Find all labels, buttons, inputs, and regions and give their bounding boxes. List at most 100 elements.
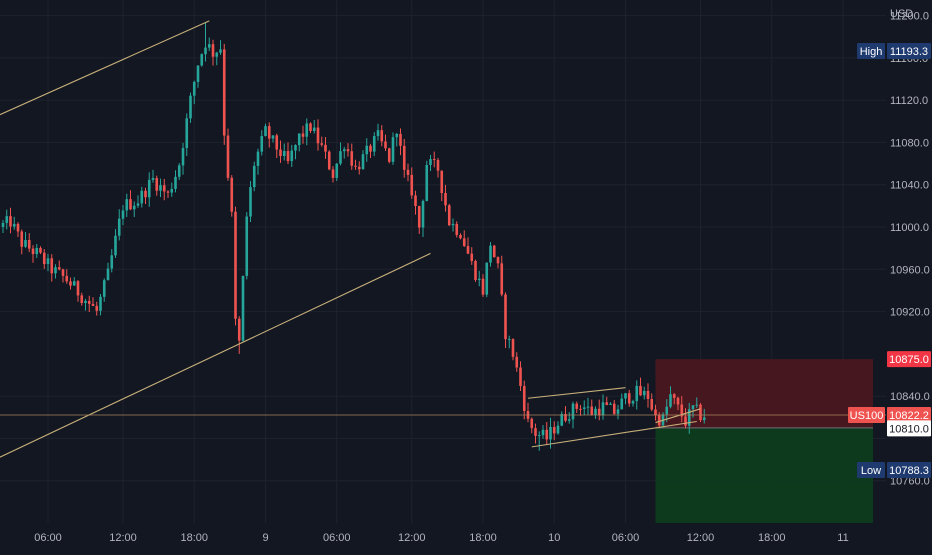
candle-down[interactable] <box>466 246 470 254</box>
candle-up[interactable] <box>114 235 117 256</box>
candle-down[interactable] <box>545 429 549 440</box>
stop-loss-zone[interactable] <box>655 359 874 428</box>
candle-down[interactable] <box>384 141 387 149</box>
candle-up[interactable] <box>342 149 346 152</box>
candle-down[interactable] <box>9 216 12 227</box>
candle-down[interactable] <box>20 231 24 247</box>
candle-up[interactable] <box>582 407 586 409</box>
candle-down[interactable] <box>27 240 31 249</box>
candle-down[interactable] <box>279 149 282 157</box>
candle-down[interactable] <box>316 127 320 144</box>
candle-up[interactable] <box>567 419 571 421</box>
candle-up[interactable] <box>140 190 144 204</box>
candle-up[interactable] <box>687 409 691 426</box>
candle-down[interactable] <box>552 426 556 434</box>
candle-up[interactable] <box>601 402 605 416</box>
candle-up[interactable] <box>376 130 380 137</box>
candle-down[interactable] <box>286 151 290 162</box>
candle-up[interactable] <box>170 188 174 193</box>
candle-down[interactable] <box>275 135 279 150</box>
candle-down[interactable] <box>414 195 417 207</box>
candle-up[interactable] <box>691 405 695 410</box>
candle-up[interactable] <box>245 216 249 276</box>
candle-down[interactable] <box>380 130 384 142</box>
candle-down[interactable] <box>575 403 579 409</box>
candle-up[interactable] <box>556 425 560 434</box>
candle-up[interactable] <box>395 133 399 138</box>
x-axis[interactable]: 06:00 12:00 18:00 9 06:00 12:00 18:00 10 06:00 12… <box>34 532 848 544</box>
candle-down[interactable] <box>331 169 335 178</box>
candle-up[interactable] <box>121 210 125 219</box>
candle-down[interactable] <box>320 143 324 145</box>
candle-down[interactable] <box>515 356 519 368</box>
candle-up[interactable] <box>271 135 275 139</box>
candle-up[interactable] <box>620 398 624 410</box>
candle-up[interactable] <box>207 44 211 48</box>
candle-up[interactable] <box>616 409 620 414</box>
candle-down[interactable] <box>436 159 440 171</box>
candle-up[interactable] <box>125 199 129 211</box>
candle-up[interactable] <box>241 275 245 341</box>
candle-down[interactable] <box>474 260 477 281</box>
candle-down[interactable] <box>684 416 687 426</box>
candle-up[interactable] <box>181 148 185 166</box>
candle-up[interactable] <box>665 406 669 415</box>
candle-up[interactable] <box>642 390 646 396</box>
candle-up[interactable] <box>177 165 181 177</box>
candle-up[interactable] <box>151 178 155 180</box>
candle-down[interactable] <box>654 409 657 416</box>
candle-up[interactable] <box>365 145 369 155</box>
candle-down[interactable] <box>87 300 91 304</box>
candle-down[interactable] <box>417 206 421 228</box>
candle-down[interactable] <box>657 415 661 426</box>
candle-up[interactable] <box>5 216 9 223</box>
candle-up[interactable] <box>294 145 297 151</box>
candle-up[interactable] <box>429 159 432 165</box>
candle-up[interactable] <box>339 151 342 164</box>
candle-up[interactable] <box>549 426 552 440</box>
candle-up[interactable] <box>84 300 87 304</box>
candle-up[interactable] <box>117 218 121 236</box>
candle-up[interactable] <box>72 281 76 286</box>
candle-down[interactable] <box>432 159 436 161</box>
candle-up[interactable] <box>297 133 301 146</box>
candle-up[interactable] <box>159 185 162 191</box>
candle-down[interactable] <box>230 177 234 212</box>
candle-up[interactable] <box>12 223 16 227</box>
candle-up[interactable] <box>1 222 5 227</box>
candle-up[interactable] <box>132 205 136 210</box>
candle-down[interactable] <box>650 399 654 410</box>
candle-down[interactable] <box>327 151 331 170</box>
candle-up[interactable] <box>256 151 260 166</box>
candle-down[interactable] <box>42 252 46 265</box>
candle-down[interactable] <box>402 145 406 170</box>
candle-up[interactable] <box>451 223 455 226</box>
candle-up[interactable] <box>421 200 425 228</box>
candle-up[interactable] <box>695 404 699 406</box>
candle-up[interactable] <box>185 118 189 149</box>
candle-down[interactable] <box>699 404 702 421</box>
candle-down[interactable] <box>676 397 680 405</box>
candle-up[interactable] <box>264 126 267 137</box>
candle-up[interactable] <box>102 280 106 297</box>
candle-up[interactable] <box>215 52 219 57</box>
candle-down[interactable] <box>470 253 474 261</box>
candle-down[interactable] <box>76 281 80 296</box>
candle-down[interactable] <box>50 258 54 274</box>
candle-down[interactable] <box>91 303 95 306</box>
candle-down[interactable] <box>440 170 444 194</box>
candle-up[interactable] <box>110 255 114 269</box>
candle-down[interactable] <box>166 191 170 193</box>
candle-up[interactable] <box>635 385 639 402</box>
candle-down[interactable] <box>369 145 372 152</box>
candle-up[interactable] <box>252 165 256 188</box>
candle-down[interactable] <box>234 211 237 319</box>
trend-line[interactable] <box>655 408 701 424</box>
candle-down[interactable] <box>492 245 496 258</box>
candles[interactable] <box>1 22 706 451</box>
candle-down[interactable] <box>579 408 582 410</box>
candle-down[interactable] <box>129 199 132 210</box>
candle-down[interactable] <box>511 339 515 357</box>
trend-line[interactable] <box>527 387 626 399</box>
